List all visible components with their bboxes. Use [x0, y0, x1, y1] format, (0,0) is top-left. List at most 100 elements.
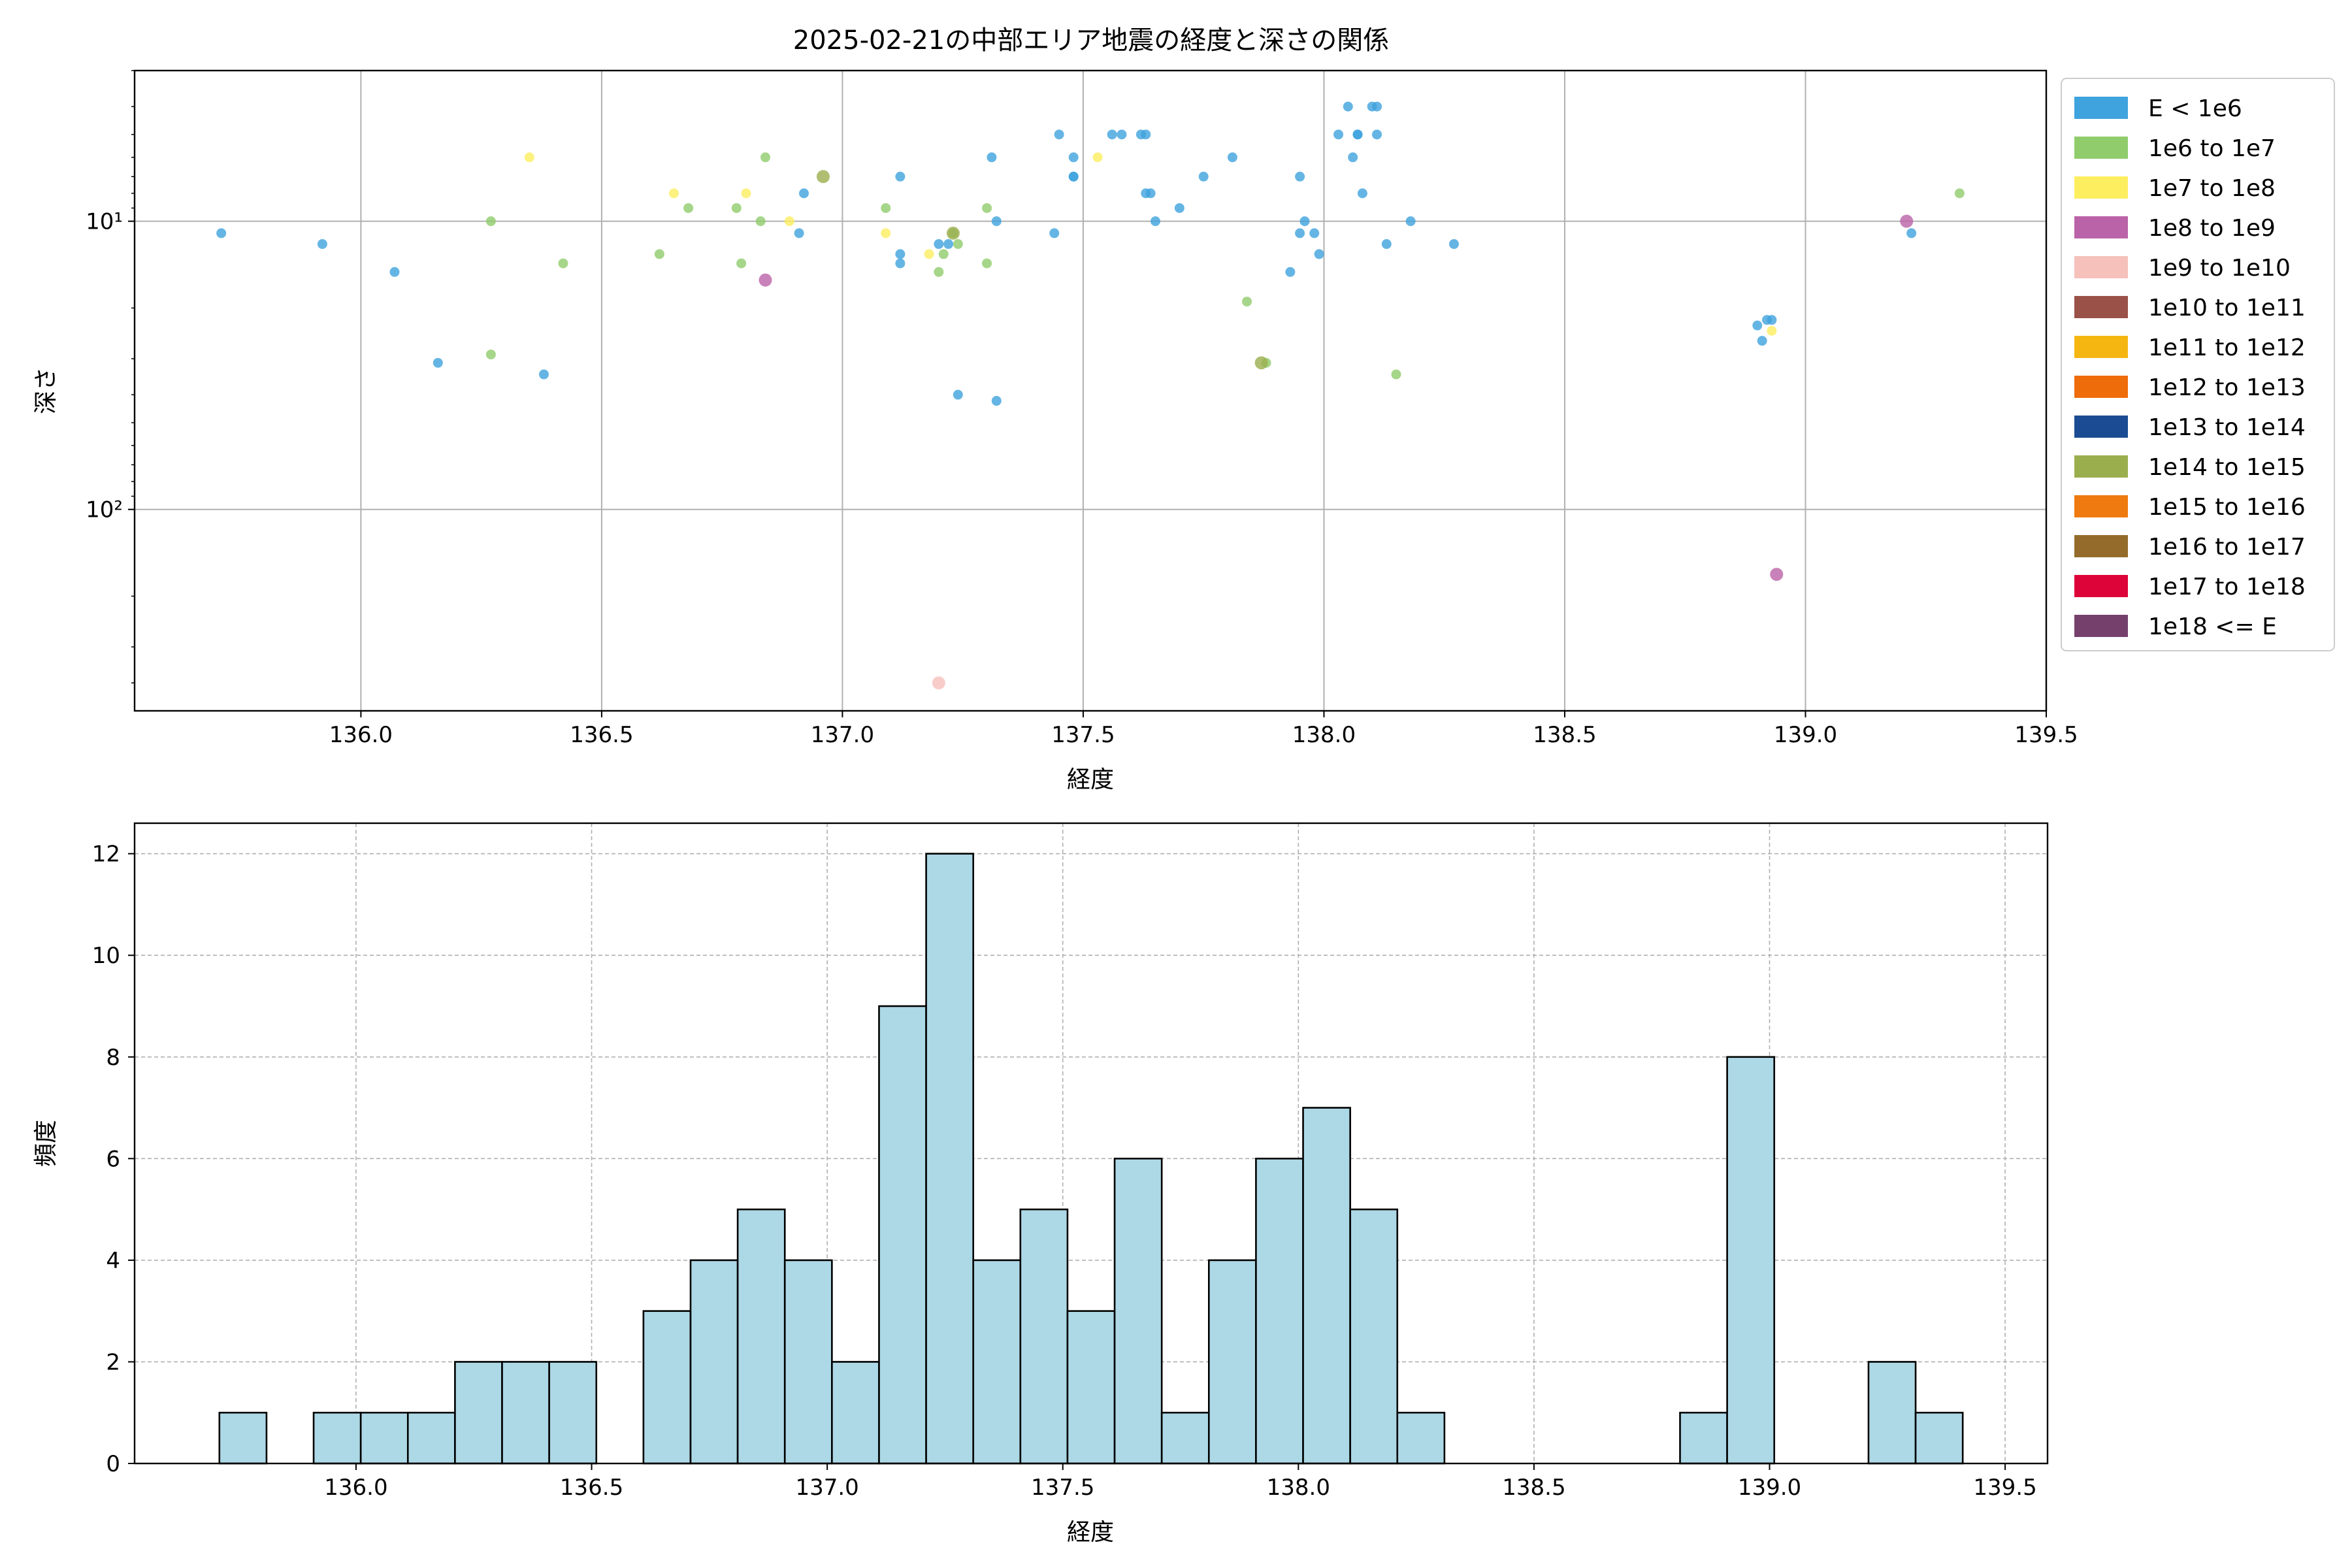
legend-frame: [2061, 78, 2335, 651]
histogram-chart: 136.0 136.5 137.0 137.5 138.0 138.5 139.0 139.5…: [33, 822, 2049, 1546]
legend-swatch: [2074, 416, 2128, 438]
scatter-point: [1314, 249, 1324, 259]
legend-swatch: [2074, 615, 2128, 637]
legend-swatch: [2074, 216, 2128, 238]
scatter-x-label: 経度: [1067, 766, 1114, 793]
legend-label: 1e7 to 1e8: [2148, 175, 2276, 202]
legend-swatch: [2074, 376, 2128, 398]
scatter-axes-frame: [133, 69, 2048, 712]
scatter-point: [932, 676, 945, 690]
scatter-point: [798, 188, 809, 199]
legend-label: E < 1e6: [2148, 95, 2242, 122]
histogram-y-tick-label: 12: [92, 841, 120, 868]
histogram-bar: [736, 1208, 786, 1465]
histogram-bar: [1867, 1361, 1917, 1465]
legend-swatch: [2074, 296, 2128, 318]
scatter-y-tick-label: 10²: [86, 497, 123, 523]
scatter-point: [538, 369, 549, 380]
scatter-point: [946, 226, 960, 240]
histogram-x-tick-label: 136.0: [324, 1475, 387, 1501]
scatter-point: [1068, 152, 1079, 163]
scatter-point: [1906, 228, 1917, 238]
scatter-point: [485, 350, 496, 360]
legend-swatch: [2074, 176, 2128, 199]
legend-swatch: [2074, 495, 2128, 517]
scatter-point: [1372, 129, 1382, 140]
scatter-points: [216, 101, 1965, 690]
histogram-bar: [1726, 1056, 1776, 1465]
histogram-bar: [1914, 1411, 1964, 1465]
scatter-point: [982, 258, 992, 269]
histogram-bar: [1255, 1158, 1304, 1465]
scatter-point: [1092, 152, 1103, 163]
histogram-bar: [312, 1411, 362, 1465]
legend-swatch: [2074, 336, 2128, 358]
scatter-x-tick-label: 137.5: [1051, 722, 1115, 748]
scatter-point: [784, 216, 794, 227]
legend-label: 1e11 to 1e12: [2148, 335, 2306, 361]
scatter-point: [433, 357, 443, 368]
scatter-point: [1285, 267, 1296, 277]
histogram-bar: [1160, 1411, 1210, 1465]
histogram-bar: [642, 1310, 692, 1465]
scatter-point: [895, 171, 906, 182]
scatter-point: [1054, 129, 1064, 140]
legend-swatch: [2074, 97, 2128, 119]
histogram-bar: [1302, 1107, 1351, 1465]
scatter-point: [668, 188, 679, 199]
scatter-point: [1295, 171, 1305, 182]
legend-label: 1e15 to 1e16: [2148, 494, 2306, 521]
scatter-point: [924, 249, 934, 259]
scatter-point: [731, 203, 742, 213]
histogram-bar: [1019, 1208, 1069, 1465]
scatter-x-tick-label: 138.0: [1292, 722, 1356, 748]
scatter-point: [934, 239, 944, 250]
scatter-point: [794, 228, 804, 238]
scatter-point: [991, 216, 1002, 227]
histogram-x-ticks: 136.0 136.5 137.0 137.5 138.0 138.5 139.0 139.5: [324, 1463, 2037, 1501]
histogram-y-ticks: 0 2 4 6 8 10 12: [92, 841, 135, 1477]
legend-label: 1e6 to 1e7: [2148, 135, 2276, 162]
legend-swatch: [2074, 455, 2128, 478]
histogram-y-label: 頻度: [33, 1120, 59, 1167]
scatter-point: [1405, 216, 1416, 227]
legend-swatch: [2074, 535, 2128, 557]
scatter-point: [1295, 228, 1305, 238]
scatter-point: [1352, 129, 1363, 140]
histogram-bar: [783, 1259, 833, 1465]
scatter-y-ticks: 10¹ 10²: [86, 70, 135, 684]
histogram-x-tick-label: 137.5: [1031, 1475, 1094, 1501]
histogram-bar: [359, 1411, 409, 1465]
scatter-point: [895, 249, 906, 259]
legend-label: 1e8 to 1e9: [2148, 215, 2276, 242]
scatter-x-ticks: 136.0 136.5 137.0 137.5 138.0 138.5 139.0 139.5: [329, 711, 2078, 748]
scatter-point: [1391, 369, 1401, 380]
scatter-point: [987, 152, 997, 163]
scatter-x-tick-label: 138.5: [1533, 722, 1596, 748]
histogram-x-tick-label: 137.0: [795, 1475, 858, 1501]
scatter-point: [1049, 228, 1060, 238]
scatter-point: [1357, 188, 1367, 199]
scatter-point: [760, 152, 771, 163]
scatter-point: [755, 216, 766, 227]
legend-label: 1e12 to 1e13: [2148, 374, 2306, 401]
histogram-y-tick-label: 2: [106, 1349, 120, 1375]
scatter-x-tick-label: 136.0: [329, 722, 393, 748]
scatter-grid: [135, 71, 2047, 711]
histogram-y-tick-label: 6: [106, 1146, 120, 1172]
scatter-x-tick-label: 139.0: [1774, 722, 1837, 748]
histogram-bar: [1679, 1411, 1728, 1465]
scatter-point: [982, 203, 992, 213]
scatter-y-label: 深さ: [33, 367, 59, 414]
scatter-point: [1767, 315, 1777, 325]
legend-swatch: [2074, 256, 2128, 278]
histogram-bar: [972, 1259, 1022, 1465]
scatter-point: [741, 188, 751, 199]
scatter-point: [1150, 216, 1160, 227]
scatter-point: [1954, 188, 1965, 199]
histogram-bar: [689, 1259, 739, 1465]
scatter-point: [736, 258, 747, 269]
scatter-point: [1309, 228, 1320, 238]
scatter-point: [1348, 152, 1358, 163]
histogram-bar: [831, 1361, 880, 1465]
